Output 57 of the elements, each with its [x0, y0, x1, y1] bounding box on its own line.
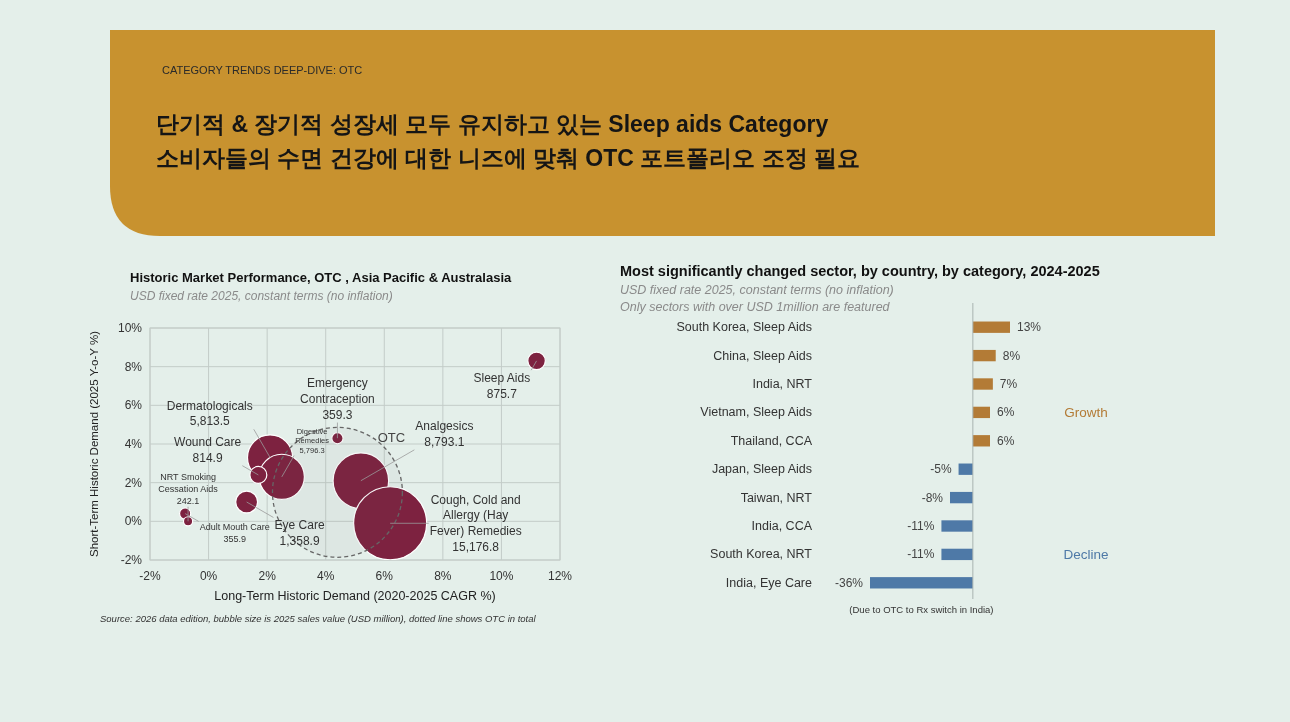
title: Historic Market Performance, OTC , Asia Pacific & Australasia: [130, 270, 512, 285]
footnote: Source: 2026 data edition, bubble size is 2025 sales value (USD million), dotted line shows OTC in total: [100, 613, 536, 624]
x-tick: 0%: [199, 569, 218, 583]
category: India, CCA: [751, 519, 812, 533]
bubble-label: Emergency Contraception 359.3: [300, 376, 375, 422]
category: India, NRT: [752, 377, 812, 391]
y-tick: 4%: [124, 437, 142, 451]
subtitle: USD fixed rate 2025, constant terms (no inflation): [130, 289, 393, 303]
series-name: Decline: [1063, 546, 1109, 562]
category: Taiwan, NRT: [740, 490, 812, 505]
bubble-label: Analgesics 8,793.1: [415, 419, 474, 449]
category: South Korea, Sleep Aids: [676, 320, 812, 335]
x-tick: 8%: [434, 569, 452, 583]
subtitle: USD fixed rate 2025, constant terms (no inflation) Only sectors with over USD 1million are featured: [620, 283, 894, 314]
bubble-label: Wound Care 814.9: [174, 435, 242, 465]
y-tick: 10%: [117, 321, 142, 335]
x-tick: 2%: [258, 569, 276, 583]
x-tick: 6%: [375, 569, 393, 583]
y-tick: 0%: [124, 514, 142, 529]
bubble-label: Eye Care 1,358.9: [274, 518, 325, 549]
series-name: Growth: [1064, 404, 1108, 420]
category: India, Eye Care: [725, 575, 812, 590]
y-tick: 2%: [124, 475, 142, 490]
category: China, Sleep Aids: [713, 348, 812, 363]
y-tick: 6%: [124, 398, 142, 413]
kicker: CATEGORY TRENDS DEEP-DIVE: OTC: [162, 64, 363, 76]
value-label: 6%: [997, 405, 1015, 420]
value-label: 13%: [1017, 320, 1042, 335]
value-label: 8%: [1002, 348, 1021, 363]
title: 단기적 & 장기적 성장세 모두 유지하고 있는 Sleep aids Category 소비자들의 수면 건강에 대한 니즈에 맞춰 OTC 포트폴리오 조정 필요: [156, 111, 861, 171]
x-tick: 4%: [317, 569, 335, 583]
category: Vietnam, Sleep Aids: [700, 405, 812, 420]
bubble-label: Cough, Cold and Allergy (Hay Fever) Remedies 15,176.8: [429, 492, 522, 554]
y-tick: -2%: [120, 553, 142, 567]
note: (Due to OTC to Rx switch in India): [849, 604, 994, 615]
x-label: Long-Term Historic Demand (2020-2025 CAGR %): [214, 589, 496, 603]
bubble-label: NRT Smoking Cessation Aids 242.1: [158, 472, 218, 506]
value-label: -11%: [907, 519, 935, 533]
bubble-label: Sleep Aids 875.7: [473, 371, 531, 401]
series-name: OTC: [377, 430, 406, 446]
value-label: -5%: [930, 462, 952, 477]
y-label: Short-Term Historic Demand (2025 Y-o-Y %): [88, 331, 100, 557]
value-label: -36%: [835, 575, 863, 590]
category: South Korea, NRT: [710, 547, 812, 562]
value-label: 6%: [997, 433, 1015, 448]
bubble-label: Dermatologicals 5,813.5: [166, 398, 253, 429]
value-label: -8%: [921, 490, 943, 505]
category: Japan, Sleep Aids: [711, 462, 812, 477]
title: Most significantly changed sector, by country, by category, 2024-2025: [620, 263, 1100, 279]
category: Thailand, CCA: [730, 433, 812, 448]
value-label: -11%: [907, 547, 935, 562]
value-label: 7%: [999, 377, 1018, 391]
y-tick: 8%: [124, 359, 142, 374]
x-tick: 12%: [548, 569, 572, 583]
x-tick: -2%: [139, 569, 161, 583]
bubble-label: Adult Mouth Care 355.9: [199, 522, 270, 545]
x-tick: 10%: [489, 569, 514, 583]
